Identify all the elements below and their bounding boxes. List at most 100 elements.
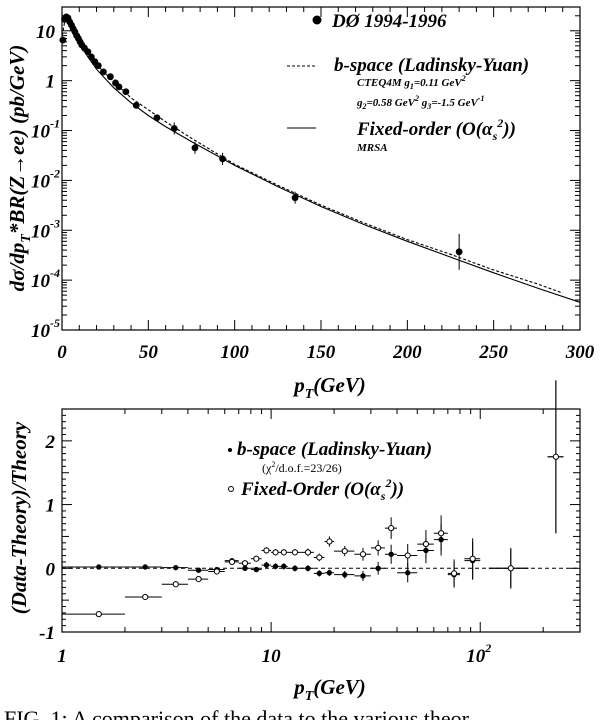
bspace-point: [242, 565, 248, 571]
fixed-point: [438, 530, 445, 537]
fixed-point: [263, 547, 270, 554]
bottom-y-tick-labels: -1 0 1 2: [39, 432, 55, 644]
bottom-x-axis-title: pT(GeV): [292, 675, 366, 704]
y-tick-label: 10-2: [31, 166, 60, 192]
bspace-point: [388, 551, 394, 557]
y-tick-label: 0: [46, 559, 56, 580]
top-panel: 10 1 10-1 10-2 10-3 10-4 10-5 0 50 100 150 200 250 3…: [5, 6, 595, 402]
top-y-axis-title: dσ/dpT*BR(Z→ee) (pb/GeV): [5, 45, 34, 292]
fixed-point: [552, 453, 559, 460]
x-tick-label: 102: [466, 641, 491, 667]
data-point: [153, 114, 161, 122]
x-tick-label: 0: [57, 342, 67, 363]
bspace-point: [316, 570, 323, 577]
y-tick-label: 10-1: [31, 117, 60, 143]
fixed-point: [241, 560, 249, 567]
top-series: [59, 13, 581, 303]
y-tick-label: 10-5: [31, 316, 60, 342]
x-tick-label: 150: [307, 342, 336, 363]
fixed-point: [213, 568, 220, 575]
top-x-axis-title: pT(GeV): [292, 373, 366, 402]
data-point: [455, 248, 463, 256]
fixed-point: [316, 554, 323, 561]
data-point: [59, 36, 67, 44]
legend-data-label: DØ 1994-1996: [331, 11, 447, 32]
data-point: [100, 68, 107, 76]
fixed-point: [253, 555, 260, 562]
bspace-point: [173, 564, 179, 571]
x-tick-label: 1: [57, 646, 67, 667]
data-point: [87, 53, 95, 61]
y-tick-label: -1: [39, 623, 55, 644]
bottom-plot-frame: [61, 408, 581, 633]
y-tick-label: 10: [36, 22, 56, 43]
legend-fixed-label: Fixed-Order (O(αs2)): [240, 476, 404, 503]
x-tick-label: 250: [478, 342, 508, 363]
fixed-point: [451, 570, 458, 577]
legend-bspace-marker: [228, 448, 232, 452]
bspace-point: [405, 570, 411, 576]
x-tick-label: 200: [392, 342, 422, 363]
data-point: [291, 194, 299, 202]
x-tick-label: 300: [565, 342, 595, 363]
fixed-point: [95, 611, 102, 618]
bspace-point: [195, 567, 202, 573]
bspace-point: [292, 565, 298, 571]
data-point: [122, 88, 130, 96]
legend-fixed-marker: [228, 486, 234, 492]
fixed-point: [272, 549, 279, 556]
legend-bspace-label: b-space (Ladinsky-Yuan): [237, 439, 432, 460]
data-point: [115, 83, 123, 91]
bottom-series: [62, 380, 564, 618]
fixed-point: [326, 538, 333, 545]
bspace-point: [375, 565, 381, 571]
x-tick-label: 10: [262, 646, 282, 667]
top-y-tick-labels: 10 1 10-1 10-2 10-3 10-4 10-5: [31, 22, 60, 342]
figure-caption: FIG. 1: A comparison of the data to the …: [4, 706, 470, 720]
top-axes: [61, 6, 581, 331]
y-tick-label: 2: [45, 432, 56, 453]
bottom-legend: b-space (Ladinsky-Yuan) (χ2/d.o.f.=23/26…: [228, 439, 432, 503]
y-tick-label: 1: [46, 496, 56, 517]
bspace-point: [272, 563, 279, 570]
bspace-curve: [61, 15, 563, 294]
bottom-axes: [61, 408, 581, 633]
legend-chi2: (χ2/d.o.f.=23/26): [262, 460, 342, 475]
legend-bspace-note1: CTEQ4M g1=0.11 GeV2: [357, 74, 466, 91]
fixed-point: [388, 525, 395, 532]
x-tick-label: 50: [139, 342, 159, 363]
fixed-point: [469, 555, 476, 562]
bottom-y-axis-title: (Data-Theory)/Theory: [7, 421, 31, 614]
top-legend: DØ 1994-1996 b-space (Ladinsky-Yuan) CTE…: [287, 11, 529, 154]
fixed-point: [507, 565, 514, 572]
data-point: [170, 125, 178, 132]
fixed-point: [142, 593, 149, 601]
fixed-point: [280, 549, 287, 556]
bspace-point: [96, 564, 102, 570]
legend-fixed-note: MRSA: [356, 142, 388, 154]
bspace-point: [253, 566, 260, 573]
y-tick-label: 10-4: [31, 266, 60, 292]
data-point: [84, 48, 92, 56]
bspace-point: [360, 573, 366, 579]
bottom-x-tick-labels: 1 10 102: [57, 641, 491, 667]
legend-data-marker: [312, 15, 322, 25]
data-point: [191, 144, 199, 152]
fixed-point: [359, 551, 367, 558]
data-point: [106, 73, 114, 81]
fixed-point: [375, 544, 382, 551]
legend-bspace-note2: g2=0.58 GeV2 g3=-1.5 GeV-1: [356, 94, 484, 111]
legend-fixed-label: Fixed-order (O(αs2)): [356, 116, 516, 143]
fixed-point: [228, 558, 236, 566]
y-tick-label: 1: [46, 72, 56, 93]
bspace-point: [263, 562, 270, 568]
data-point: [94, 62, 102, 70]
legend-bspace-label: b-space (Ladinsky-Yuan): [334, 55, 529, 76]
bspace-point: [342, 571, 348, 578]
fixed-point: [422, 540, 430, 548]
bspace-point: [142, 564, 148, 570]
bspace-point: [281, 563, 287, 570]
data-point: [219, 155, 226, 163]
x-tick-label: 100: [220, 342, 249, 363]
